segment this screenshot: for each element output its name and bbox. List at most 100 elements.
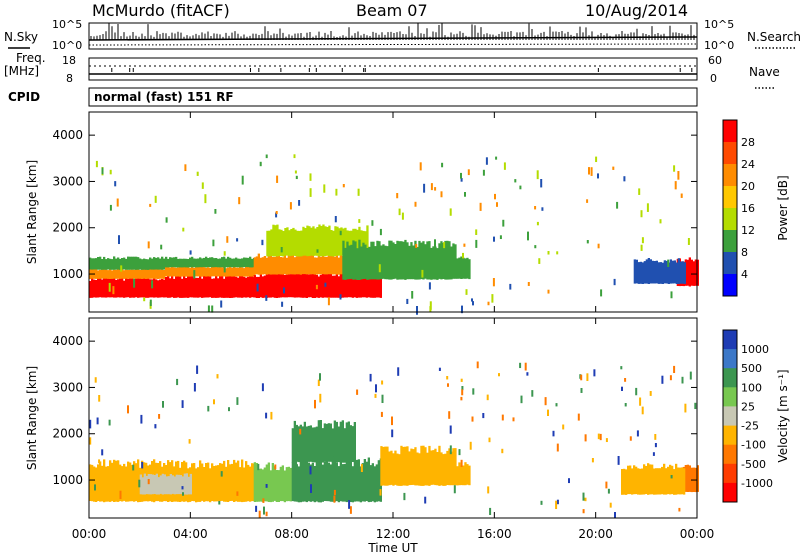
scatter-point [493,236,495,242]
scatter-point [475,239,478,248]
data-cell [347,273,350,298]
data-cell [329,254,332,275]
data-cell [213,466,216,502]
data-cell [197,467,200,502]
scatter-point [181,486,184,490]
data-cell [356,248,359,280]
scatter-point [556,443,559,452]
scatter-point [476,361,479,369]
data-cell [115,269,118,279]
data-cell [450,246,453,280]
scatter-point [536,221,539,226]
colorbar-tick-label: 20 [741,180,755,193]
data-cell [139,474,142,495]
data-cell [302,226,305,256]
data-cell [343,273,346,298]
data-cell [237,460,240,502]
data-cell [133,280,136,298]
scatter-point [397,367,400,376]
data-cell [347,460,350,502]
data-cell [404,239,407,280]
data-cell [221,274,224,298]
data-cell [207,275,210,298]
data-cell [247,266,250,277]
data-cell [155,473,158,495]
data-cell [354,241,357,280]
data-cell [267,272,270,298]
y-tick-label: 3000 [52,174,83,188]
scatter-point [555,500,558,510]
data-cell [177,258,180,268]
data-cell [221,257,224,268]
data-cell [215,267,218,277]
data-cell [294,229,297,256]
data-cell [119,277,122,298]
data-cell [241,258,244,268]
scatter-point [255,505,258,512]
nsearch-line [88,43,698,46]
data-cell [281,257,284,275]
data-cell [247,464,250,502]
data-cell [127,269,130,279]
data-cell [187,259,190,268]
data-cell [283,274,286,298]
scatter-point [670,475,673,479]
data-cell [637,468,640,495]
scatter-point [342,184,345,188]
data-cell [191,256,194,268]
colorbar-tick-label: 100 [741,381,762,394]
data-cell [284,228,287,256]
scatter-point [669,375,672,381]
data-cell [292,227,295,256]
scatter-point [635,387,638,396]
data-cell [683,468,686,495]
scatter-point [487,301,490,306]
data-cell [219,275,222,298]
scatter-point [597,433,600,440]
data-cell [412,449,415,485]
data-cell [335,462,338,502]
scatter-point [89,419,92,429]
data-cell [301,426,304,463]
data-cell [183,473,186,495]
scatter-point [591,458,594,463]
data-cell [645,466,648,494]
colorbar-tick-label: 16 [741,202,755,215]
data-cell [432,450,435,485]
data-cell [211,257,214,268]
data-cell [119,268,122,279]
scatter-point [228,407,230,412]
colorbar-tick-label: 8 [741,246,748,259]
data-cell [337,466,340,503]
scatter-point [460,459,463,467]
data-cell [432,246,435,280]
data-cell [95,467,98,502]
data-cell [416,452,419,486]
scatter-point [582,492,585,501]
scatter-point [133,278,136,288]
scatter-point [460,172,462,179]
data-cell [440,452,443,486]
data-cell [101,465,104,502]
data-cell [129,256,132,270]
scatter-point [499,235,502,240]
data-cell [649,464,652,495]
data-cell [205,275,208,298]
colorbar-swatch [723,230,737,253]
data-cell [305,254,308,275]
data-cell [287,466,290,502]
freq-tick-high: 18 [62,54,76,67]
data-cell [99,269,102,279]
data-cell [344,247,347,280]
scatter-point [534,206,537,210]
data-cell [201,266,204,277]
scatter-point [673,165,676,172]
data-cell [155,279,158,298]
data-cell [319,456,322,503]
data-cell [349,274,352,298]
scatter-point [182,492,184,496]
data-cell [331,428,334,463]
data-cell [187,266,190,277]
data-cell [363,274,366,298]
data-cell [422,241,425,280]
